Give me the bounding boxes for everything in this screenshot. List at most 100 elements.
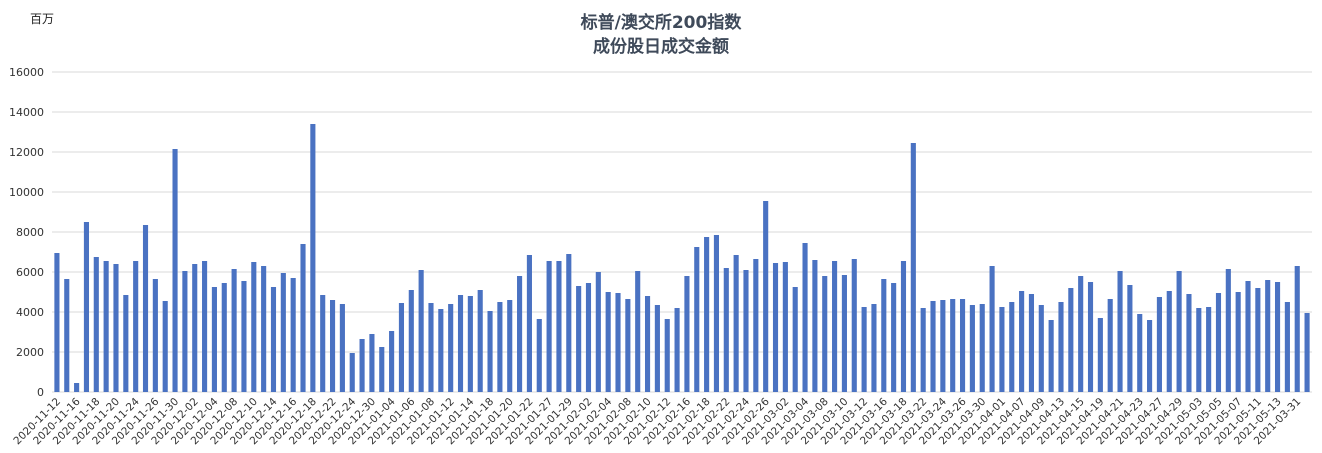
bar: [999, 307, 1005, 392]
bar: [398, 303, 405, 392]
y-tick-label: 4000: [16, 306, 44, 319]
bar: [113, 264, 119, 392]
bar: [851, 259, 857, 392]
bar: [1068, 288, 1074, 392]
bar: [418, 270, 424, 392]
bar: [300, 244, 306, 392]
bar: [526, 255, 532, 392]
bar: [1078, 276, 1084, 392]
bar: [1058, 302, 1064, 392]
bar: [152, 279, 158, 392]
bar: [202, 261, 208, 392]
bar: [861, 307, 867, 392]
y-tick-label: 16000: [9, 66, 44, 79]
bar: [812, 260, 818, 392]
bar: [900, 261, 907, 392]
bar: [940, 300, 946, 392]
bar: [241, 281, 247, 392]
bar: [1225, 269, 1231, 392]
bar: [881, 279, 887, 392]
bar: [103, 261, 109, 392]
bar: [841, 275, 847, 392]
bar: [497, 302, 503, 392]
bar: [576, 286, 582, 392]
bar: [133, 261, 139, 392]
bar: [211, 287, 217, 392]
bar: [910, 143, 916, 392]
y-tick-label: 6000: [16, 266, 44, 279]
bar: [1294, 266, 1300, 392]
bar: [261, 266, 267, 392]
bar: [389, 331, 395, 392]
bar: [772, 263, 779, 392]
bar: [625, 299, 631, 392]
bar: [822, 276, 828, 392]
bar: [763, 201, 769, 392]
bar: [802, 243, 808, 392]
y-tick-label: 2000: [16, 346, 44, 359]
bar: [566, 254, 572, 392]
bar: [369, 334, 375, 392]
bar: [585, 283, 592, 392]
bar: [644, 296, 651, 392]
bar: [54, 253, 60, 392]
bar: [753, 259, 759, 392]
bar: [408, 290, 414, 392]
bar: [969, 305, 975, 392]
bar: [467, 296, 473, 392]
bar: [733, 255, 739, 392]
bar: [635, 271, 641, 392]
bar: [1048, 320, 1054, 392]
bar: [457, 295, 464, 392]
bar: [1166, 291, 1172, 392]
y-tick-label: 10000: [9, 186, 44, 199]
bar: [1255, 288, 1261, 392]
bar: [891, 283, 897, 392]
bar: [605, 292, 611, 392]
chart-title-line-2: 成份股日成交金额: [593, 37, 729, 57]
bar: [74, 383, 80, 392]
bar: [1117, 271, 1123, 392]
bar: [664, 319, 670, 392]
bar: [920, 308, 926, 392]
bar: [329, 300, 336, 392]
bar: [989, 266, 995, 392]
y-tick-label: 14000: [9, 106, 44, 119]
bar: [349, 353, 355, 392]
bar: [1176, 271, 1182, 392]
bar: [1274, 282, 1281, 392]
bar: [1284, 302, 1290, 392]
bar: [950, 299, 956, 392]
y-tick-label: 0: [37, 386, 44, 399]
bar: [713, 235, 720, 392]
bar: [517, 276, 523, 392]
y-tick-label: 8000: [16, 226, 44, 239]
bar: [1156, 297, 1162, 392]
bar: [339, 304, 345, 392]
bar: [1196, 308, 1202, 392]
bar: [684, 276, 690, 392]
bar: [1127, 285, 1133, 392]
bar: [290, 278, 296, 392]
bar: [1038, 305, 1044, 392]
bar: [782, 262, 788, 392]
bar: [556, 261, 562, 392]
bar: [93, 257, 99, 392]
bar: [1147, 320, 1153, 392]
bar: [615, 293, 621, 392]
bar: [428, 303, 434, 392]
bar: [320, 295, 326, 392]
bar: [270, 287, 277, 392]
bar: [359, 339, 365, 392]
bar: [1206, 307, 1212, 392]
bar: [507, 300, 513, 392]
bar: [487, 311, 493, 392]
bar: [251, 262, 257, 392]
bar: [1265, 280, 1271, 392]
bar: [959, 299, 966, 392]
bar: [595, 272, 601, 392]
bar: [871, 304, 877, 392]
bar: [1304, 313, 1310, 392]
